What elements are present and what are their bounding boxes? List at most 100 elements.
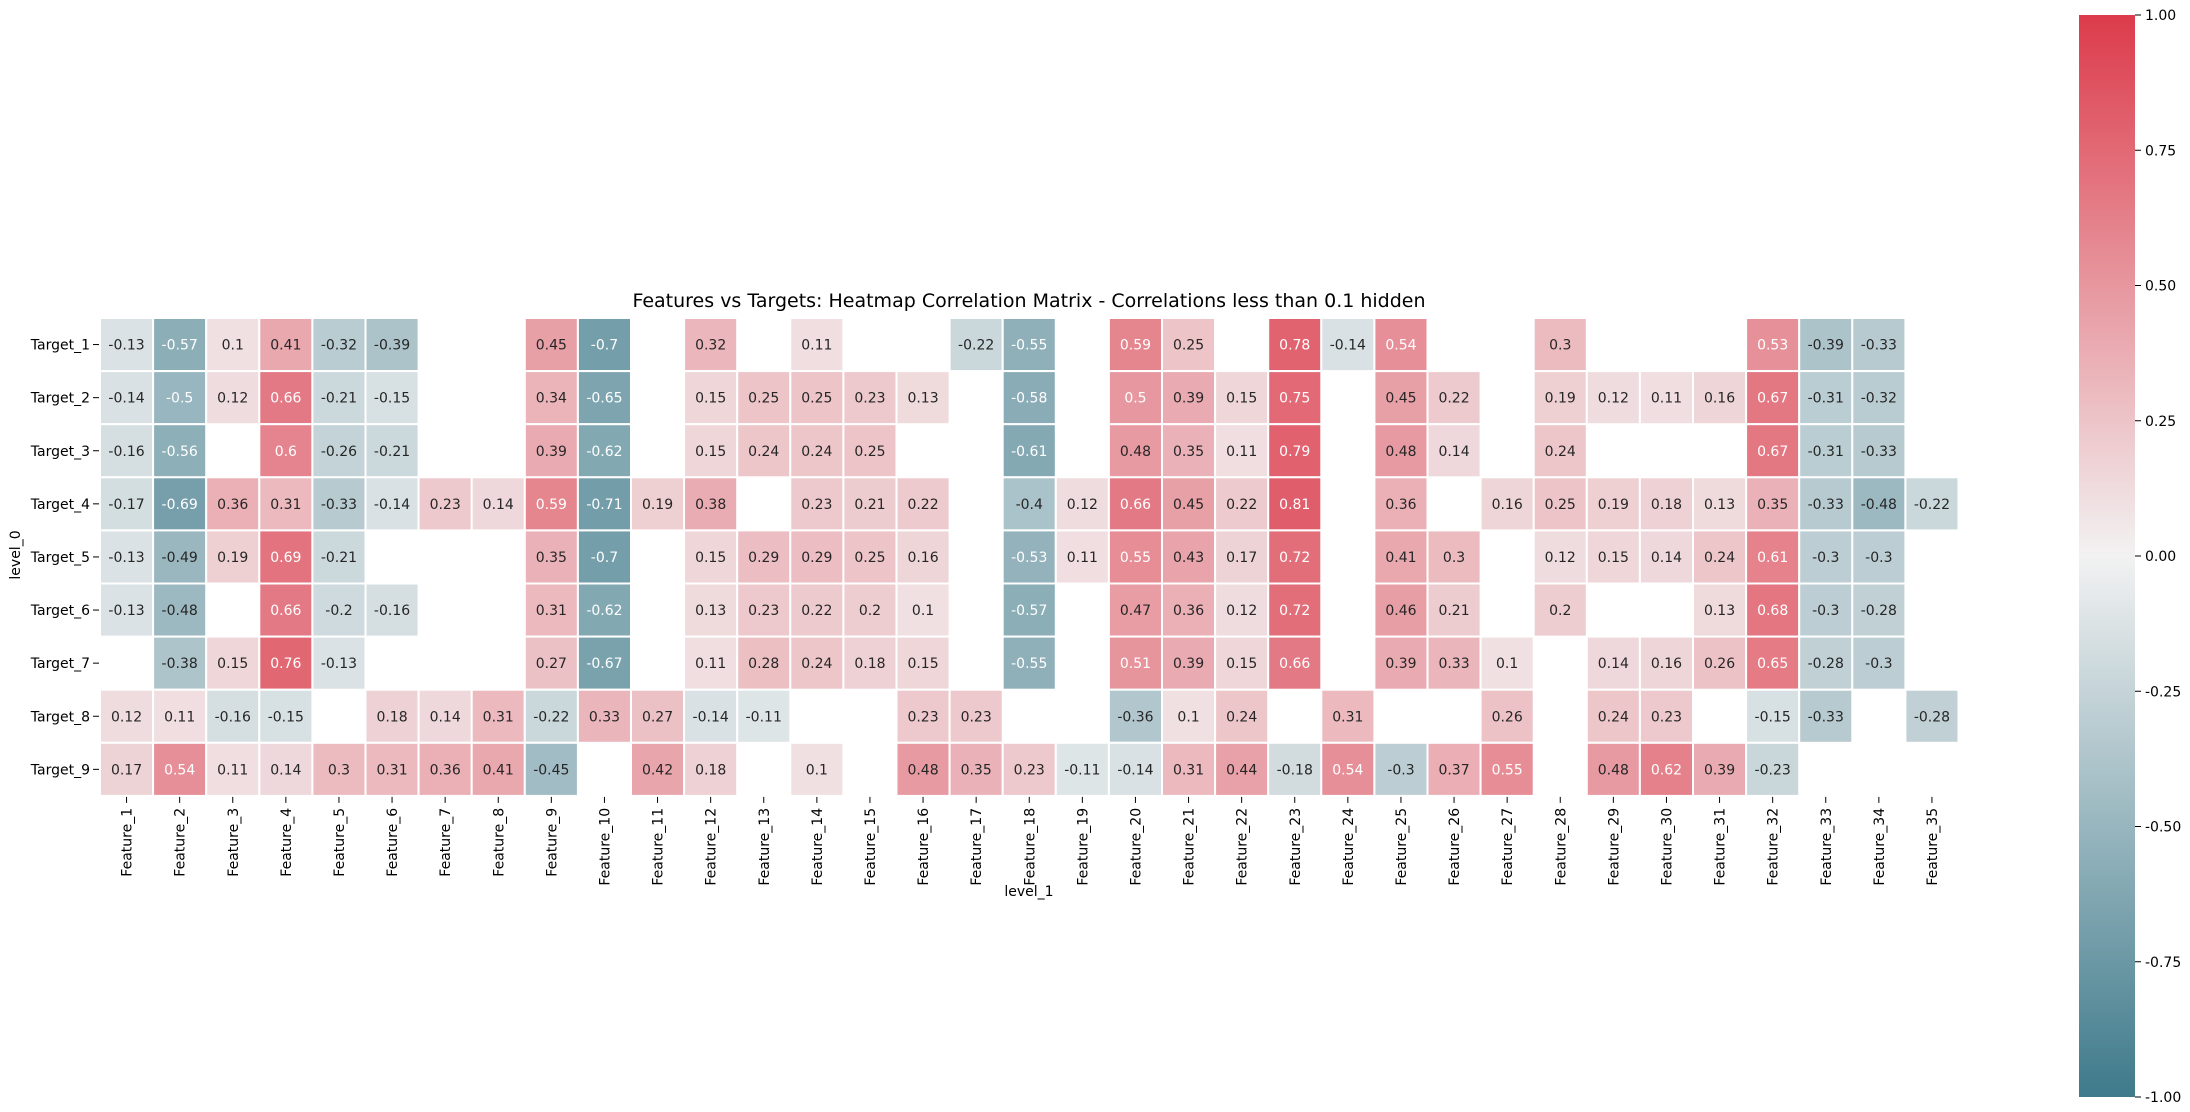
cell-value-label: 0.15 (1226, 391, 1257, 407)
cell-value-label: 0.25 (1545, 497, 1576, 513)
cell-value-label: 0.23 (430, 497, 461, 513)
x-tick-label: Feature_27 (1500, 808, 1516, 886)
cell-value-label: 0.72 (1279, 603, 1310, 619)
heatmap-cell (683, 476, 739, 532)
heatmap-cell (1532, 317, 1588, 373)
cell-value-label: 0.24 (1226, 709, 1257, 725)
colorbar-tick-label: 1.00 (2145, 8, 2176, 24)
cell-value-label: 0.25 (1173, 338, 1204, 354)
cell-value-label: -0.58 (1011, 391, 1047, 407)
cell-value-label: 0.22 (1226, 497, 1257, 513)
heatmap-cell (895, 370, 951, 426)
cell-value-label: -0.48 (1861, 497, 1897, 513)
cell-value-label: -0.62 (586, 444, 622, 460)
cell-value-label: -0.61 (1011, 444, 1047, 460)
x-tick-label: Feature_29 (1606, 808, 1622, 886)
cell-value-label: 0.15 (217, 656, 248, 672)
cell-value-label: -0.57 (162, 338, 198, 354)
colorbar-tick-label: -0.75 (2145, 955, 2181, 971)
heatmap-cell (1267, 635, 1323, 691)
cell-value-label: -0.56 (162, 444, 198, 460)
cell-value-label: 0.15 (695, 444, 726, 460)
cell-value-label: -0.7 (591, 338, 618, 354)
cell-value-label: 0.23 (907, 709, 938, 725)
heatmap-cell (789, 317, 845, 373)
cell-value-label: 0.1 (912, 603, 934, 619)
heatmap-cell (1692, 476, 1748, 532)
cell-value-label: 0.13 (695, 603, 726, 619)
heatmap-cell (576, 423, 633, 479)
x-tick-label: Feature_5 (332, 808, 348, 877)
heatmap-cell (99, 741, 155, 797)
cell-value-label: 0.79 (1279, 444, 1310, 460)
cell-value-label: 0.45 (1385, 391, 1416, 407)
heatmap-cell (1745, 476, 1801, 532)
heatmap-cell (1532, 423, 1588, 479)
cell-value-label: -0.17 (108, 497, 144, 513)
colorbar-tick-label: 0.00 (2145, 549, 2176, 565)
heatmap-cell (736, 423, 792, 479)
cell-value-label: 0.18 (376, 709, 407, 725)
x-tick-label: Feature_26 (1447, 808, 1463, 886)
cell-value-label: 0.32 (695, 338, 726, 354)
cell-value-label: 0.15 (695, 391, 726, 407)
x-tick-label: Feature_6 (385, 808, 401, 877)
x-tick-label: Feature_16 (916, 808, 932, 886)
cell-value-label: 0.23 (748, 603, 779, 619)
cell-value-label: 0.35 (536, 550, 567, 566)
heatmap-cell (1054, 741, 1110, 797)
heatmap-cell (99, 529, 155, 585)
heatmap-cell (842, 529, 898, 585)
x-tick-label: Feature_19 (1075, 808, 1091, 886)
heatmap-cell (1692, 582, 1748, 638)
cell-value-label: -0.14 (1330, 338, 1366, 354)
heatmap-cell (576, 582, 633, 638)
cell-value-label: 0.28 (748, 656, 779, 672)
cell-value-label: 0.11 (217, 762, 248, 778)
colorbar-tick-label: 0.75 (2145, 143, 2176, 159)
cell-value-label: -0.28 (1808, 656, 1844, 672)
x-tick-label: Feature_4 (279, 808, 295, 877)
heatmap-cell (1267, 476, 1323, 532)
heatmap-cell (205, 529, 261, 585)
heatmap-cell (364, 582, 420, 638)
cell-value-label: 0.22 (1438, 391, 1469, 407)
heatmap-cell (152, 688, 208, 744)
heatmap-cell (1745, 317, 1801, 373)
cell-value-label: -0.4 (1016, 497, 1043, 513)
cell-value-label: 0.39 (1385, 656, 1416, 672)
cell-value-label: -0.5 (166, 391, 193, 407)
heatmap-cell (364, 688, 420, 744)
heatmap-cell (364, 370, 420, 426)
cell-value-label: 0.33 (1438, 656, 1469, 672)
heatmap-cell (311, 529, 367, 585)
cell-value-label: 0.37 (1438, 762, 1469, 778)
heatmap-cell (842, 635, 898, 691)
cell-value-label: 0.29 (801, 550, 832, 566)
cell-value-label: 0.27 (536, 656, 567, 672)
x-tick-label: Feature_14 (810, 808, 826, 886)
cell-value-label: 0.19 (1598, 497, 1629, 513)
heatmap-cell (152, 423, 208, 479)
cell-value-label: 0.19 (217, 550, 248, 566)
cell-value-label: -0.31 (1808, 391, 1844, 407)
cell-value-label: -0.71 (586, 497, 622, 513)
cell-value-label: 0.16 (1651, 656, 1682, 672)
cell-value-label: 0.15 (907, 656, 938, 672)
heatmap-cell (842, 423, 898, 479)
cell-value-label: 0.81 (1279, 497, 1310, 513)
cell-value-label: 0.24 (1545, 444, 1576, 460)
heatmap-cell (1107, 423, 1164, 479)
heatmap-cell (1267, 741, 1323, 797)
chart-title: Features vs Targets: Heatmap Correlation… (632, 290, 1425, 312)
heatmap-cell (311, 635, 367, 691)
heatmap-cell (1426, 529, 1482, 585)
heatmap-cell (258, 423, 314, 479)
heatmap-cell (1107, 476, 1164, 532)
cell-value-label: 0.34 (536, 391, 567, 407)
heatmap-cell (1851, 529, 1907, 585)
x-tick-label: Feature_23 (1288, 808, 1304, 886)
cell-value-label: 0.16 (907, 550, 938, 566)
heatmap-cell (1161, 635, 1217, 691)
heatmap-cell (1373, 529, 1429, 585)
